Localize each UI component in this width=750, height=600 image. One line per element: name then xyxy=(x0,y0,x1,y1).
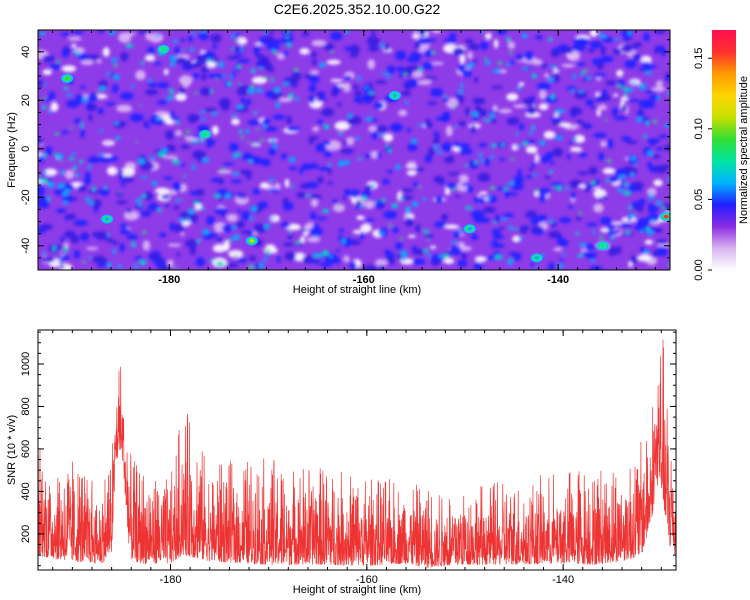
hotspot-4 xyxy=(596,241,609,251)
hotspot-9 xyxy=(530,253,543,263)
y-tick-label: 800 xyxy=(20,397,32,415)
hotspot-7 xyxy=(463,224,476,234)
spectrogram-y-ticks: -40 -20 0 20 40 xyxy=(20,39,670,271)
y-tick-label: 20 xyxy=(20,94,32,106)
hotspot-5 xyxy=(157,44,170,54)
snr-panel: -180 -160 -140 200 400 600 800 1000 Height of … xyxy=(6,329,677,596)
hotspot-3 xyxy=(199,129,212,139)
spectrogram-x-ticks: -180 -160 -140 xyxy=(52,30,656,286)
snr-y-axis-label: SNR (10 * v/v) xyxy=(6,415,18,485)
y-tick-label: 1000 xyxy=(20,352,32,376)
snr-x-ticks: -180 -160 -140 xyxy=(52,330,662,586)
chart-title: C2E6.2025.352.10.00.G22 xyxy=(274,1,441,17)
snr-x-axis-label: Height of straight line (km) xyxy=(293,584,421,596)
colorbar-ticks: 0.00 0.05 0.10 0.15 xyxy=(693,48,712,281)
y-tick-label: -20 xyxy=(20,189,32,205)
colorbar-tick-label: 0.00 xyxy=(693,259,705,280)
colorbar-tick-label: 0.15 xyxy=(693,48,705,69)
spectrogram-heatmap xyxy=(38,30,670,270)
y-tick-label: 400 xyxy=(20,482,32,500)
hotspot-2 xyxy=(61,73,74,83)
hotspot-0 xyxy=(660,212,670,222)
y-tick-label: 0 xyxy=(20,146,32,152)
x-tick-label: -160 xyxy=(356,574,378,586)
x-tick-label: -180 xyxy=(158,274,180,286)
spectrogram-frame xyxy=(37,29,671,271)
hotspot-8 xyxy=(388,90,401,100)
colorbar-label: Normalized spectral amplitude xyxy=(738,76,750,224)
hotspot-6 xyxy=(101,214,114,224)
x-tick-label: -160 xyxy=(353,274,375,286)
colorbar-gradient xyxy=(712,30,736,270)
spectrogram-x-axis-label: Height of straight line (km) xyxy=(293,284,421,296)
hotspot-1 xyxy=(245,236,258,246)
spectrogram-panel: -180 -160 -140 -40 -20 0 20 40 Height of strai… xyxy=(6,29,671,296)
colorbar-tick-label: 0.10 xyxy=(693,118,705,139)
snr-frame xyxy=(37,329,677,571)
x-tick-label: -180 xyxy=(159,574,181,586)
y-tick-label: -40 xyxy=(20,238,32,254)
colorbar: 0.00 0.05 0.10 0.15 Normalized spectral amp… xyxy=(693,30,750,281)
y-tick-label: 200 xyxy=(20,525,32,543)
snr-y-ticks: 200 400 600 800 1000 xyxy=(20,331,676,567)
y-tick-label: 40 xyxy=(20,46,32,58)
x-tick-label: -140 xyxy=(547,274,569,286)
snr-series-line xyxy=(38,339,676,568)
x-tick-label: -140 xyxy=(552,574,574,586)
y-tick-label: 600 xyxy=(20,440,32,458)
colorbar-tick-label: 0.05 xyxy=(693,189,705,210)
spectrogram-y-axis-label: Frequency (Hz) xyxy=(6,112,18,188)
